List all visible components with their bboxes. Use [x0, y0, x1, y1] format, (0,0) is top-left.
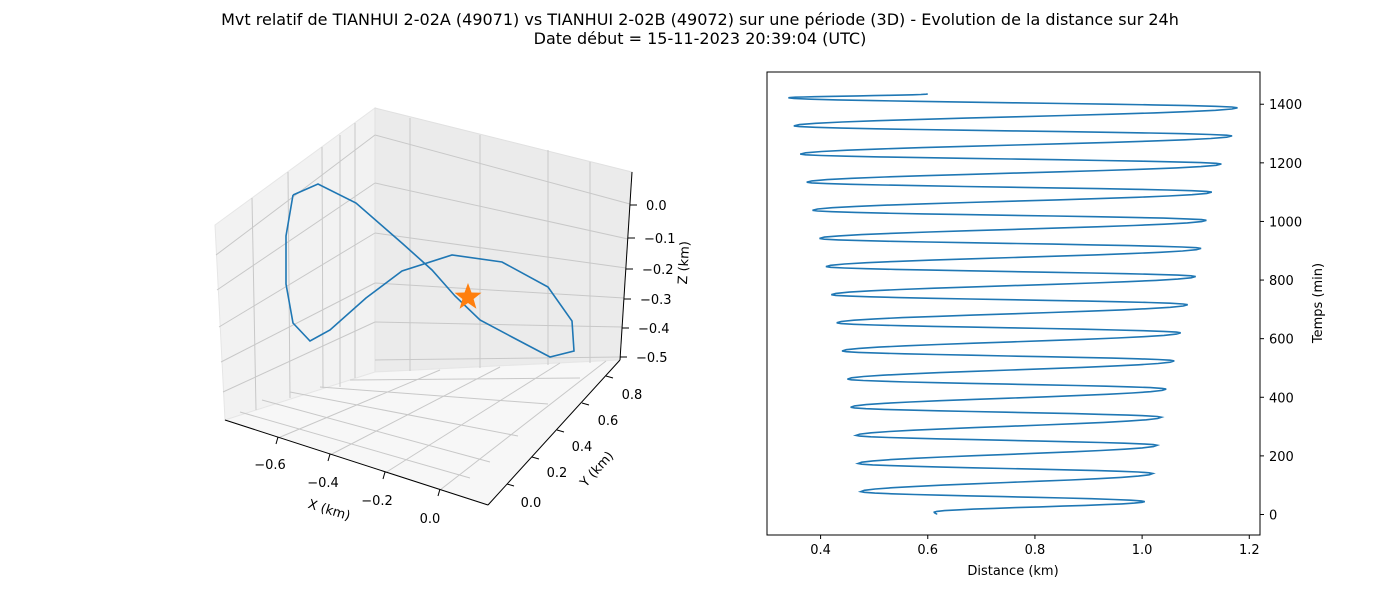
- y-tick-label-2d: 200: [1269, 450, 1294, 465]
- y-tick-label-2d: 1400: [1269, 98, 1302, 113]
- x-tick-label-2d: 1.2: [1239, 543, 1260, 558]
- series-3d-trajectory: [285, 183, 575, 358]
- x3d-axis-label: X (km): [306, 497, 352, 524]
- y3d-tick-1: 0.2: [547, 466, 568, 481]
- z3d-tick-5: −0.5: [636, 351, 668, 366]
- plot-2d-frame: [766, 71, 1261, 536]
- y-tick-label-2d: 600: [1269, 333, 1294, 348]
- x-ticks-2d: 0.4 0.6 0.8 1.0 1.2: [810, 535, 1260, 558]
- plot-2d: 0.4 0.6 0.8 1.0 1.2 0 200 400 600 800 1000 1200 140…: [766, 71, 1326, 579]
- plot-3d: −0.6 −0.4 −0.2 0.0 X (km) 0.0 0.2 0.4 0.…: [214, 107, 693, 527]
- ticks-3d: [275, 204, 637, 497]
- chart-subtitle: Date début = 15-11-2023 20:39:04 (UTC): [533, 29, 867, 48]
- x3d-tick-1: −0.4: [307, 476, 339, 491]
- y-tick-label-2d: 0: [1269, 508, 1277, 523]
- y-tick-label-2d: 400: [1269, 391, 1294, 406]
- pane-left: [214, 107, 376, 421]
- z3d-tick-4: −0.4: [638, 322, 670, 337]
- x-tick-label-2d: 0.4: [810, 543, 831, 558]
- z3d-tick-0: 0.0: [646, 199, 667, 214]
- z3d-tick-3: −0.3: [640, 293, 672, 308]
- y3d-tick-3: 0.6: [598, 414, 619, 429]
- x3d-tick-3: 0.0: [420, 512, 441, 527]
- x-tick-label-2d: 1.0: [1132, 543, 1153, 558]
- grid-3d: [215, 118, 631, 491]
- origin-star-marker: [454, 283, 482, 309]
- series-distance-line: [788, 93, 1238, 515]
- y-tick-label-2d: 800: [1269, 274, 1294, 289]
- x-axis-label-2d: Distance (km): [967, 564, 1058, 579]
- y3d-tick-0: 0.0: [521, 496, 542, 511]
- x3d-tick-2: −0.2: [361, 494, 393, 509]
- y-ticks-2d: 0 200 400 600 800 1000 1200 1400: [1260, 98, 1302, 523]
- x3d-tick-0: −0.6: [254, 458, 286, 473]
- y3d-axis-label: Y (km): [577, 449, 617, 491]
- y3d-tick-2: 0.4: [572, 440, 593, 455]
- x-tick-label-2d: 0.6: [917, 543, 938, 558]
- y-tick-label-2d: 1200: [1269, 157, 1302, 172]
- z3d-tick-2: −0.2: [642, 263, 674, 278]
- y-axis-label-2d: Temps (min): [1311, 263, 1326, 344]
- z3d-tick-1: −0.1: [644, 232, 676, 247]
- y3d-tick-4: 0.8: [622, 388, 643, 403]
- axes-3d: [224, 171, 633, 506]
- x-tick-label-2d: 0.8: [1025, 543, 1046, 558]
- chart-title: Mvt relatif de TIANHUI 2-02A (49071) vs …: [221, 10, 1179, 29]
- z3d-axis-label: Z (km): [676, 241, 693, 285]
- y-tick-label-2d: 1000: [1269, 215, 1302, 230]
